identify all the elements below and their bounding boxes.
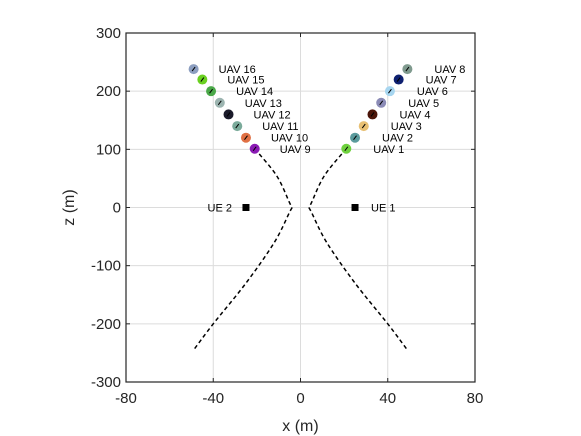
y-axis-label: z (m) [61,189,78,225]
ue-marker [242,204,250,211]
uav-label: UAV 9 [280,144,311,156]
uav-heading-tick [200,77,205,82]
uav-label: UAV 3 [391,121,422,133]
uav-heading-tick [353,135,357,140]
uav-label: UAV 11 [262,121,298,133]
uav-heading-tick [379,100,384,106]
uav-markers [188,64,413,154]
y-tick-label: 0 [113,200,121,217]
uav-heading-tick [244,135,248,140]
uav-label: UAV 6 [417,86,448,98]
trajectory-path [308,148,408,351]
ue-label: UE 2 [208,203,232,215]
uav-label: UAV 7 [426,75,457,87]
uav-heading-tick [344,146,349,152]
y-tick-label: 200 [96,83,121,100]
uav-label: UAV 14 [236,86,273,98]
trajectory-lines [193,148,408,351]
y-tick-label: -200 [91,316,121,333]
uav-heading-tick [226,112,231,117]
uav-heading-tick [361,123,366,129]
uav-heading-tick [388,88,392,94]
uav-heading-tick [191,66,196,72]
uav-label: UAV 10 [271,133,308,145]
uav-heading-tick [217,100,222,106]
uav-label: UAV 16 [219,64,256,76]
x-tick-label: 80 [467,390,484,407]
y-tick-label: -300 [91,374,121,391]
x-tick-label: -40 [202,390,224,407]
ue-markers [242,204,359,211]
uav-label: UAV 4 [399,109,430,121]
x-tick-label: 0 [296,390,304,407]
trajectory-path [193,148,293,351]
uav-heading-tick [405,66,410,72]
uav-heading-tick [370,112,375,117]
y-tick-label: 300 [96,25,121,42]
x-tick-label: -80 [115,390,137,407]
uav-heading-tick [252,146,257,152]
y-tick-label: 100 [96,141,121,158]
x-axis-label: x (m) [282,418,318,435]
uav-heading-tick [235,123,240,129]
uav-label: UAV 2 [382,133,413,145]
uav-label: UAV 12 [254,109,291,121]
uav-heading-tick [209,88,213,94]
uav-label: UAV 8 [434,64,465,76]
uav-heading-tick [396,77,401,82]
axis-ticks: -80 -40 0 40 80 -300 -200 -100 0 100 200 300 [91,25,483,407]
x-tick-label: 40 [379,390,396,407]
uav-label: UAV 15 [227,75,264,87]
ue-label: UE 1 [371,203,395,215]
uav-label: UAV 13 [245,98,282,110]
y-tick-label: -100 [91,258,121,275]
ue-marker [351,204,359,211]
uav-label: UAV 5 [408,98,439,110]
uav-label: UAV 1 [373,144,404,156]
